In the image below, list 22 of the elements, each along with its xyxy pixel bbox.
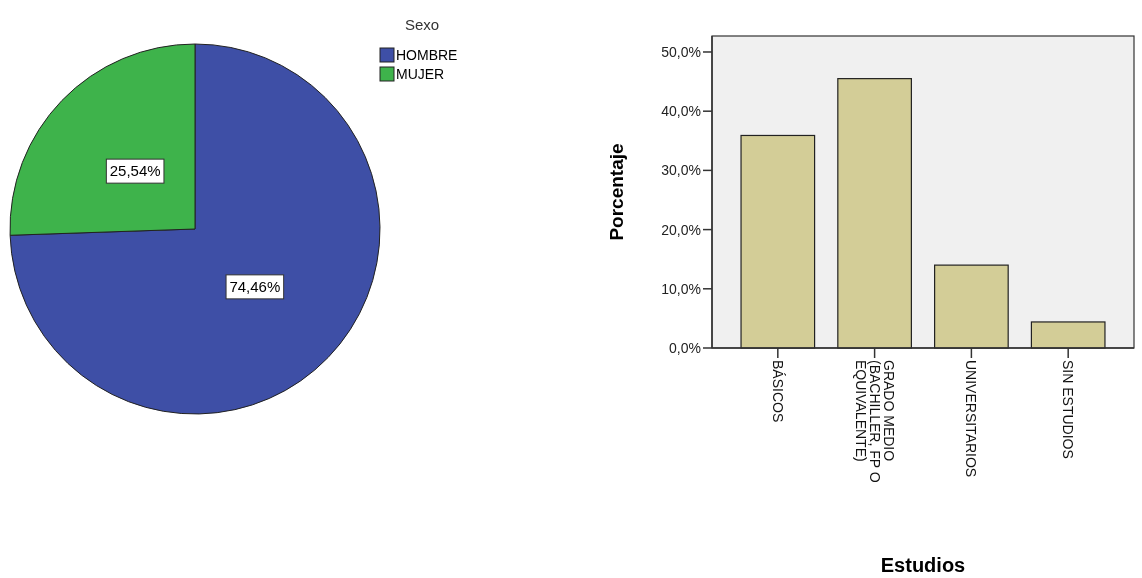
y-tick-label: 30,0%	[661, 162, 701, 179]
y-tick-label: 0,0%	[669, 340, 701, 356]
data-label: 25,54%	[109, 162, 161, 180]
x-tick-label: GRADO MEDIO (BACHILLER, FP O EQUIVALENTE)	[852, 360, 897, 483]
y-axis-title: Porcentaje	[606, 143, 627, 241]
x-tick-label: UNIVERSITARIOS	[963, 360, 980, 478]
legend-title: Sexo	[404, 16, 440, 33]
bar	[837, 78, 912, 349]
x-tick-label: SIN ESTUDIOS	[1060, 360, 1077, 459]
data-label: 74,46%	[229, 277, 281, 295]
x-tick-label: BÁSICOS	[769, 360, 786, 423]
legend-label: HOMBRE	[396, 47, 458, 63]
pie-slice	[9, 43, 381, 415]
x-axis-title: Estudios	[880, 554, 966, 576]
y-tick-label: 50,0%	[661, 43, 701, 60]
bar	[740, 134, 816, 349]
y-tick-label: 40,0%	[661, 103, 701, 120]
y-tick-label: 20,0%	[661, 221, 701, 238]
bar	[1030, 321, 1106, 349]
legend-label: MUJER	[396, 66, 445, 82]
bar	[934, 264, 1009, 349]
y-tick-label: 10,0%	[661, 280, 701, 297]
